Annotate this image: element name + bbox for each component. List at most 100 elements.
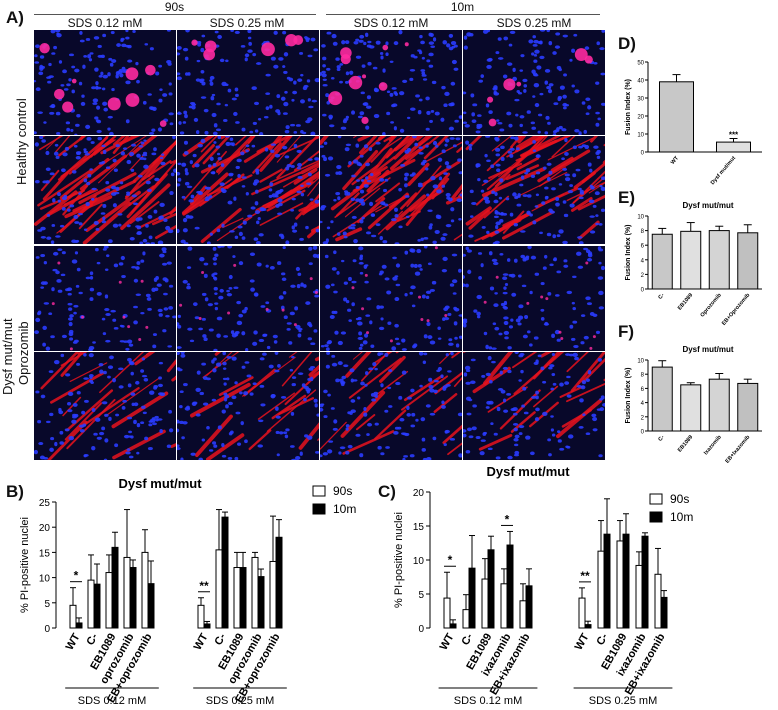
micrograph-tile	[320, 246, 462, 351]
micrograph-tile	[463, 246, 605, 351]
bar-90s	[635, 564, 643, 629]
y-tick-label: 15	[413, 522, 425, 533]
x-tick-label: WT	[438, 631, 457, 652]
micrograph-tile	[177, 136, 319, 244]
bar-90s	[269, 560, 277, 629]
panel-b-label: B)	[6, 482, 24, 501]
top-header-10m-line	[326, 14, 600, 15]
bar-90s	[87, 579, 95, 629]
bar-10m	[221, 516, 229, 629]
significance-mark: ***	[729, 131, 739, 140]
bar-90s	[500, 583, 508, 629]
y-tick-label: 0	[641, 430, 645, 436]
micrograph-grid	[34, 30, 606, 460]
x-tick-label: C-	[594, 631, 610, 647]
chart-title: Dysf mut/mut	[486, 464, 570, 479]
y-axis-label: Fusion Index (%)	[625, 368, 632, 424]
row-label-dysf: Dysf mut/mut	[0, 318, 15, 395]
y-tick-label: 10	[637, 215, 644, 221]
bar-10m	[275, 536, 283, 629]
bar-90s	[519, 600, 527, 629]
y-tick-label: 6	[641, 387, 645, 393]
bar-90s	[69, 604, 77, 629]
y-tick-label: 25	[39, 498, 51, 509]
bar-10m	[506, 544, 514, 629]
col-header-1: SDS 0.12 mM	[67, 16, 143, 30]
bar	[651, 233, 673, 290]
group-label: SDS 0.12 mM	[454, 695, 522, 707]
col-header-3: SDS 0.12 mM	[353, 16, 429, 30]
bar	[737, 232, 759, 290]
x-tick-label: C-	[657, 434, 665, 442]
x-tick-label: WT	[192, 631, 211, 652]
bar-90s	[251, 556, 259, 629]
bar-10m	[147, 583, 155, 629]
micrograph-tile	[177, 30, 319, 135]
bar-90s	[578, 597, 586, 629]
y-tick-label: 10	[39, 574, 51, 585]
y-tick-label: 10	[413, 556, 425, 567]
x-tick-label: EB1089	[677, 292, 694, 311]
legend-label-90s: 90s	[333, 484, 352, 498]
bar-90s	[443, 597, 451, 629]
chart-d: Fusion Index (%) 0 10 20 30 40 50 WT Dysf mut/mu…	[625, 61, 762, 186]
significance-mark: *	[74, 569, 79, 583]
panel-e-label: E)	[618, 188, 635, 207]
bar-10m	[603, 533, 611, 629]
y-tick-label: 0	[418, 624, 424, 635]
group-label: SDS 0.12 mM	[78, 695, 146, 707]
legend-label-90s: 90s	[670, 492, 689, 506]
y-tick-label: 8	[641, 229, 645, 235]
micrograph-tile	[463, 30, 605, 135]
y-tick-label: 10	[637, 133, 644, 139]
y-tick-label: 10	[637, 359, 644, 365]
panel-d-label: D)	[618, 34, 636, 53]
bar-90s	[123, 556, 131, 629]
legend-label-10m: 10m	[333, 502, 356, 516]
bar-90s	[597, 550, 605, 629]
bar-10m	[660, 596, 668, 629]
x-tick-label: EB+Ixazomib	[725, 434, 752, 465]
y-tick-label: 30	[637, 97, 644, 103]
x-tick-label: C-	[657, 292, 665, 300]
y-tick-label: 2	[641, 273, 645, 279]
micrograph-tile	[34, 30, 176, 135]
bar-90s	[233, 567, 241, 629]
bar	[737, 382, 759, 432]
bar-10m	[75, 622, 83, 629]
row-label-oprozomib: Oprozomib	[16, 321, 31, 385]
col-header-4: SDS 0.25 mM	[496, 16, 572, 30]
bar-90s	[197, 604, 205, 629]
bar	[680, 230, 702, 290]
x-tick-label: Ixazomib	[703, 434, 723, 456]
legend-swatch-90s	[312, 485, 326, 497]
y-tick-label: 5	[44, 599, 50, 610]
micrograph-tile	[463, 136, 605, 244]
x-tick-label: Oprozomib	[700, 292, 724, 319]
bar-10m	[584, 624, 592, 629]
y-tick-label: 4	[641, 401, 645, 407]
micrograph-tile	[34, 246, 176, 351]
micrograph-tile	[177, 246, 319, 351]
bar-10m	[525, 585, 533, 629]
bar-10m	[449, 623, 457, 629]
y-tick-label: 50	[637, 61, 644, 67]
significance-mark: *	[448, 553, 453, 567]
bar	[680, 384, 702, 432]
y-tick-label: 20	[39, 523, 51, 534]
group-label: SDS 0.25 mM	[206, 695, 274, 707]
y-tick-label: 20	[637, 115, 644, 121]
bar	[659, 81, 694, 153]
bar	[716, 141, 751, 153]
y-tick-label: 8	[641, 373, 645, 379]
y-tick-label: 2	[641, 415, 645, 421]
y-tick-label: 20	[413, 488, 425, 499]
bar-10m	[239, 567, 247, 629]
bar-90s	[616, 540, 624, 629]
y-tick-label: 6	[641, 244, 645, 250]
y-tick-label: 5	[418, 590, 424, 601]
legend-label-10m: 10m	[670, 510, 693, 524]
legend-swatch-10m	[649, 511, 663, 523]
bar-10m	[111, 546, 119, 629]
significance-mark: *	[505, 512, 510, 526]
